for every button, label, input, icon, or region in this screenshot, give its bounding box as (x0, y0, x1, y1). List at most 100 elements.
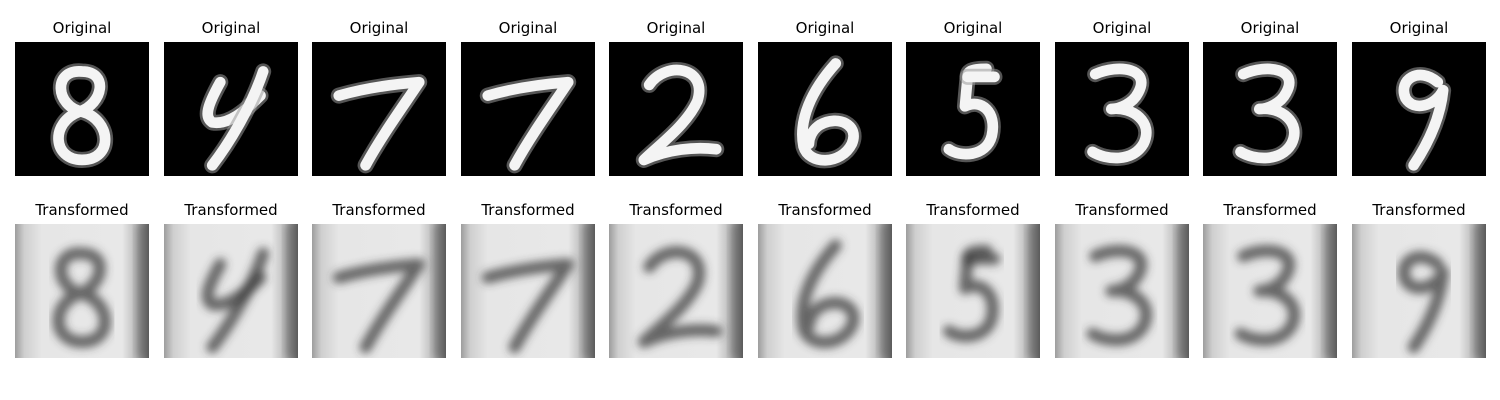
digit-stroke (206, 247, 270, 354)
original-image (164, 42, 298, 176)
panel-title: Original (795, 19, 855, 37)
original-panel: Original (609, 0, 743, 400)
digit-stroke (482, 76, 574, 171)
original-image (1352, 42, 1486, 176)
image-background (164, 224, 298, 358)
original-image (758, 42, 892, 176)
original-panel: Original (758, 0, 892, 400)
original-panel: Original (906, 0, 1040, 400)
transformed-panel: Transformed (1203, 0, 1337, 400)
digit-stroke (53, 66, 111, 166)
panel-title: Transformed (629, 201, 723, 219)
panel-title: Original (52, 19, 112, 37)
transformed-panel: Transformed (164, 0, 298, 400)
original-image (609, 42, 743, 176)
digit-stroke (1087, 63, 1152, 164)
panel-title: Original (943, 19, 1003, 37)
original-panel: Original (312, 0, 446, 400)
panel-title: Original (1092, 19, 1152, 37)
original-image (906, 42, 1040, 176)
transformed-image (15, 224, 149, 358)
original-panel: Original (1352, 0, 1486, 400)
original-image (312, 42, 446, 176)
original-image (1203, 42, 1337, 176)
digit-stroke (1086, 244, 1153, 347)
digit-stroke (481, 258, 575, 354)
image-background (312, 224, 446, 358)
blurred-digit (201, 247, 270, 354)
panel-title: Transformed (1223, 201, 1317, 219)
image-background (164, 42, 298, 176)
panel-title: Transformed (184, 201, 278, 219)
panel-title: Original (1240, 19, 1300, 37)
digit-stroke (52, 247, 112, 348)
digit-stroke (333, 76, 425, 171)
panel-title: Original (1389, 19, 1449, 37)
transformed-panel: Transformed (758, 0, 892, 400)
digit-stroke (1398, 69, 1449, 171)
original-image (15, 42, 149, 176)
transformed-image (164, 224, 298, 358)
image-edge-shade (1472, 224, 1486, 358)
blurred-digit (52, 247, 112, 348)
digit-stroke (1234, 244, 1301, 347)
transformed-image (758, 224, 892, 358)
transformed-image (461, 224, 595, 358)
image-edge-shade (432, 224, 446, 358)
panel-title: Original (201, 19, 261, 37)
transformed-image (312, 224, 446, 358)
digit-stroke (206, 66, 269, 171)
image-edge-shade (1323, 224, 1337, 358)
original-image (1055, 42, 1189, 176)
panel-title: Transformed (35, 201, 129, 219)
image-edge-shade (581, 224, 595, 358)
transformed-panel: Transformed (1055, 0, 1189, 400)
panel-title: Transformed (1075, 201, 1169, 219)
blurred-digit (1086, 244, 1153, 347)
blurred-digit (942, 244, 1001, 343)
digit-stroke (1397, 251, 1450, 354)
original-panel: Original (1203, 0, 1337, 400)
transformed-image (1203, 224, 1337, 358)
transformed-image (906, 224, 1040, 358)
panel-title: Original (646, 19, 706, 37)
digit-stroke (637, 246, 723, 348)
digit-stroke (1235, 63, 1300, 164)
transformed-image (1055, 224, 1189, 358)
panel-title: Transformed (778, 201, 872, 219)
original-panel: Original (1055, 0, 1189, 400)
image-edge-shade (729, 224, 743, 358)
image-background (758, 224, 892, 358)
panel-title: Transformed (1372, 201, 1466, 219)
blurred-digit (637, 246, 723, 348)
original-image (461, 42, 595, 176)
digit-stroke (797, 58, 859, 166)
digit-stroke (332, 258, 426, 354)
blurred-digit (332, 258, 426, 354)
panel-title: Transformed (481, 201, 575, 219)
transformed-panel: Transformed (609, 0, 743, 400)
transformed-panel: Transformed (906, 0, 1040, 400)
transformed-panel: Transformed (1352, 0, 1486, 400)
image-edge-shade (1026, 224, 1040, 358)
digit-stroke (638, 64, 722, 166)
panel-title: Original (349, 19, 409, 37)
transformed-panel: Transformed (461, 0, 595, 400)
panel-title: Transformed (332, 201, 426, 219)
blurred-digit (796, 239, 860, 349)
blurred-digit (1397, 251, 1450, 354)
panel-title: Transformed (926, 201, 1020, 219)
digit-stroke (796, 239, 860, 349)
original-panel: Original (164, 0, 298, 400)
blurred-digit (1234, 244, 1301, 347)
image-edge-shade (284, 224, 298, 358)
transformed-panel: Transformed (15, 0, 149, 400)
transformed-panel: Transformed (312, 0, 446, 400)
original-panel: Original (461, 0, 595, 400)
transformed-image (609, 224, 743, 358)
image-edge-shade (135, 224, 149, 358)
panel-title: Original (498, 19, 558, 37)
original-panel: Original (15, 0, 149, 400)
image-background (461, 224, 595, 358)
